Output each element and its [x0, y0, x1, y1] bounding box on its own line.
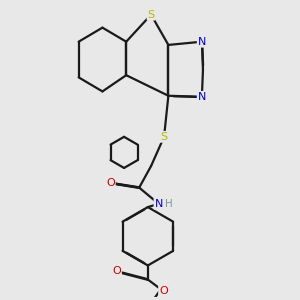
- Text: H: H: [166, 199, 173, 209]
- Text: O: O: [112, 266, 121, 276]
- Text: O: O: [106, 178, 115, 188]
- Text: O: O: [159, 286, 168, 296]
- Text: S: S: [148, 10, 154, 20]
- Text: S: S: [160, 132, 168, 142]
- Text: N: N: [198, 92, 206, 102]
- Text: N: N: [198, 37, 206, 47]
- Text: N: N: [154, 199, 163, 209]
